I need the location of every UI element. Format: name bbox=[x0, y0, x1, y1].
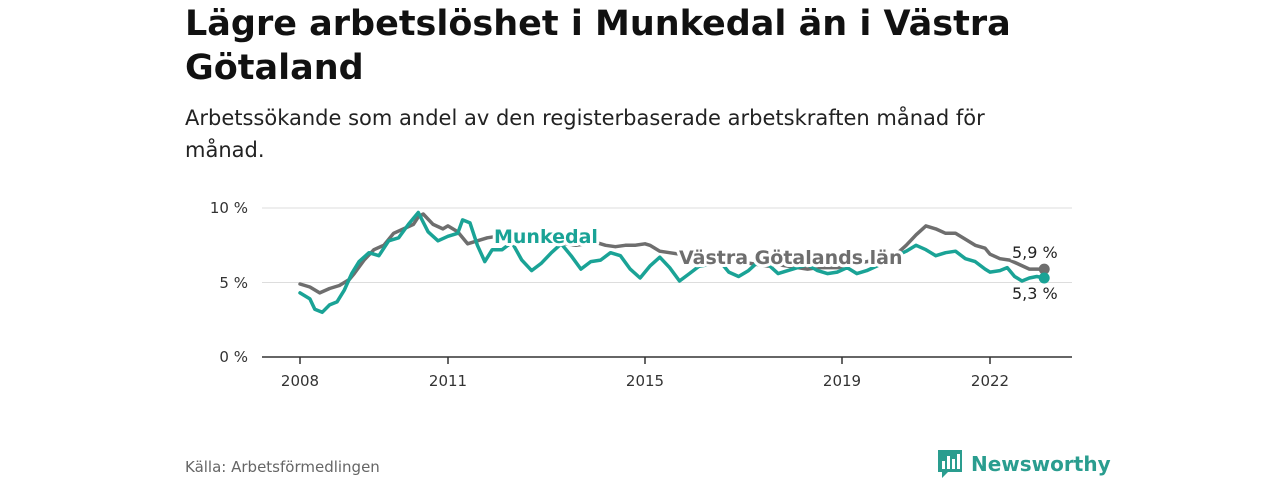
end-point-vastra-gotaland bbox=[1038, 263, 1050, 275]
y-tick-labels: 10 % 5 % 0 % bbox=[210, 199, 248, 366]
y-tick-label-10: 10 % bbox=[210, 199, 248, 217]
newsworthy-logo-icon bbox=[938, 450, 962, 478]
x-tick-label-2008: 2008 bbox=[281, 372, 319, 390]
series-line-munkedal bbox=[298, 210, 1046, 315]
chart-subtitle: Arbetssökande som andel av den registerb… bbox=[185, 106, 985, 162]
end-label-vastra-gotaland: 5,9 % bbox=[1012, 243, 1058, 262]
end-label-munkedal: 5,3 % bbox=[1012, 284, 1058, 303]
x-tick-label-2019: 2019 bbox=[823, 372, 861, 390]
end-point-munkedal bbox=[1038, 272, 1050, 284]
x-tick-label-2015: 2015 bbox=[626, 372, 664, 390]
x-tick-labels: 2008 2011 2015 2019 2022 bbox=[281, 372, 1009, 390]
line-chart: 10 % 5 % 0 % 2008 2011 2015 2019 2022 Mu… bbox=[210, 199, 1072, 390]
y-tick-label-5: 5 % bbox=[219, 274, 248, 292]
series-label-munkedal: Munkedal bbox=[494, 226, 598, 248]
x-ticks bbox=[299, 357, 991, 364]
brand-name: Newsworthy bbox=[971, 452, 1111, 476]
series-label-vastra-gotaland: Västra Götalands län bbox=[679, 247, 902, 269]
x-tick-label-2011: 2011 bbox=[429, 372, 467, 390]
y-tick-label-0: 0 % bbox=[219, 348, 248, 366]
source-note: Källa: Arbetsförmedlingen bbox=[185, 458, 380, 476]
chart-title: Lägre arbetslöshet i Munkedal än i Västr… bbox=[185, 4, 1011, 88]
x-tick-label-2022: 2022 bbox=[971, 372, 1009, 390]
brand-logo: Newsworthy bbox=[937, 449, 1111, 479]
y-gridlines bbox=[262, 207, 1072, 283]
